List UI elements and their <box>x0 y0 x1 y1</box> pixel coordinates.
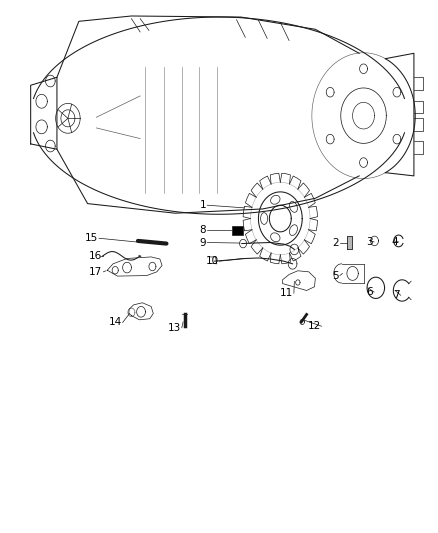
FancyBboxPatch shape <box>232 226 243 235</box>
Text: 16: 16 <box>89 251 102 261</box>
Text: 10: 10 <box>205 256 219 266</box>
Text: 4: 4 <box>391 237 398 247</box>
Text: 14: 14 <box>109 318 122 327</box>
Text: 5: 5 <box>332 271 339 280</box>
Text: 3: 3 <box>367 237 373 247</box>
Text: 13: 13 <box>168 323 181 333</box>
Text: 12: 12 <box>307 321 321 331</box>
Text: 8: 8 <box>200 225 206 235</box>
Text: 6: 6 <box>367 287 373 297</box>
Text: 9: 9 <box>200 238 206 247</box>
Text: 2: 2 <box>332 238 339 247</box>
Text: 17: 17 <box>89 267 102 277</box>
Text: 11: 11 <box>280 288 293 298</box>
Text: 7: 7 <box>393 290 400 300</box>
Polygon shape <box>347 236 352 249</box>
Text: 1: 1 <box>200 200 206 210</box>
Text: 15: 15 <box>85 233 98 243</box>
